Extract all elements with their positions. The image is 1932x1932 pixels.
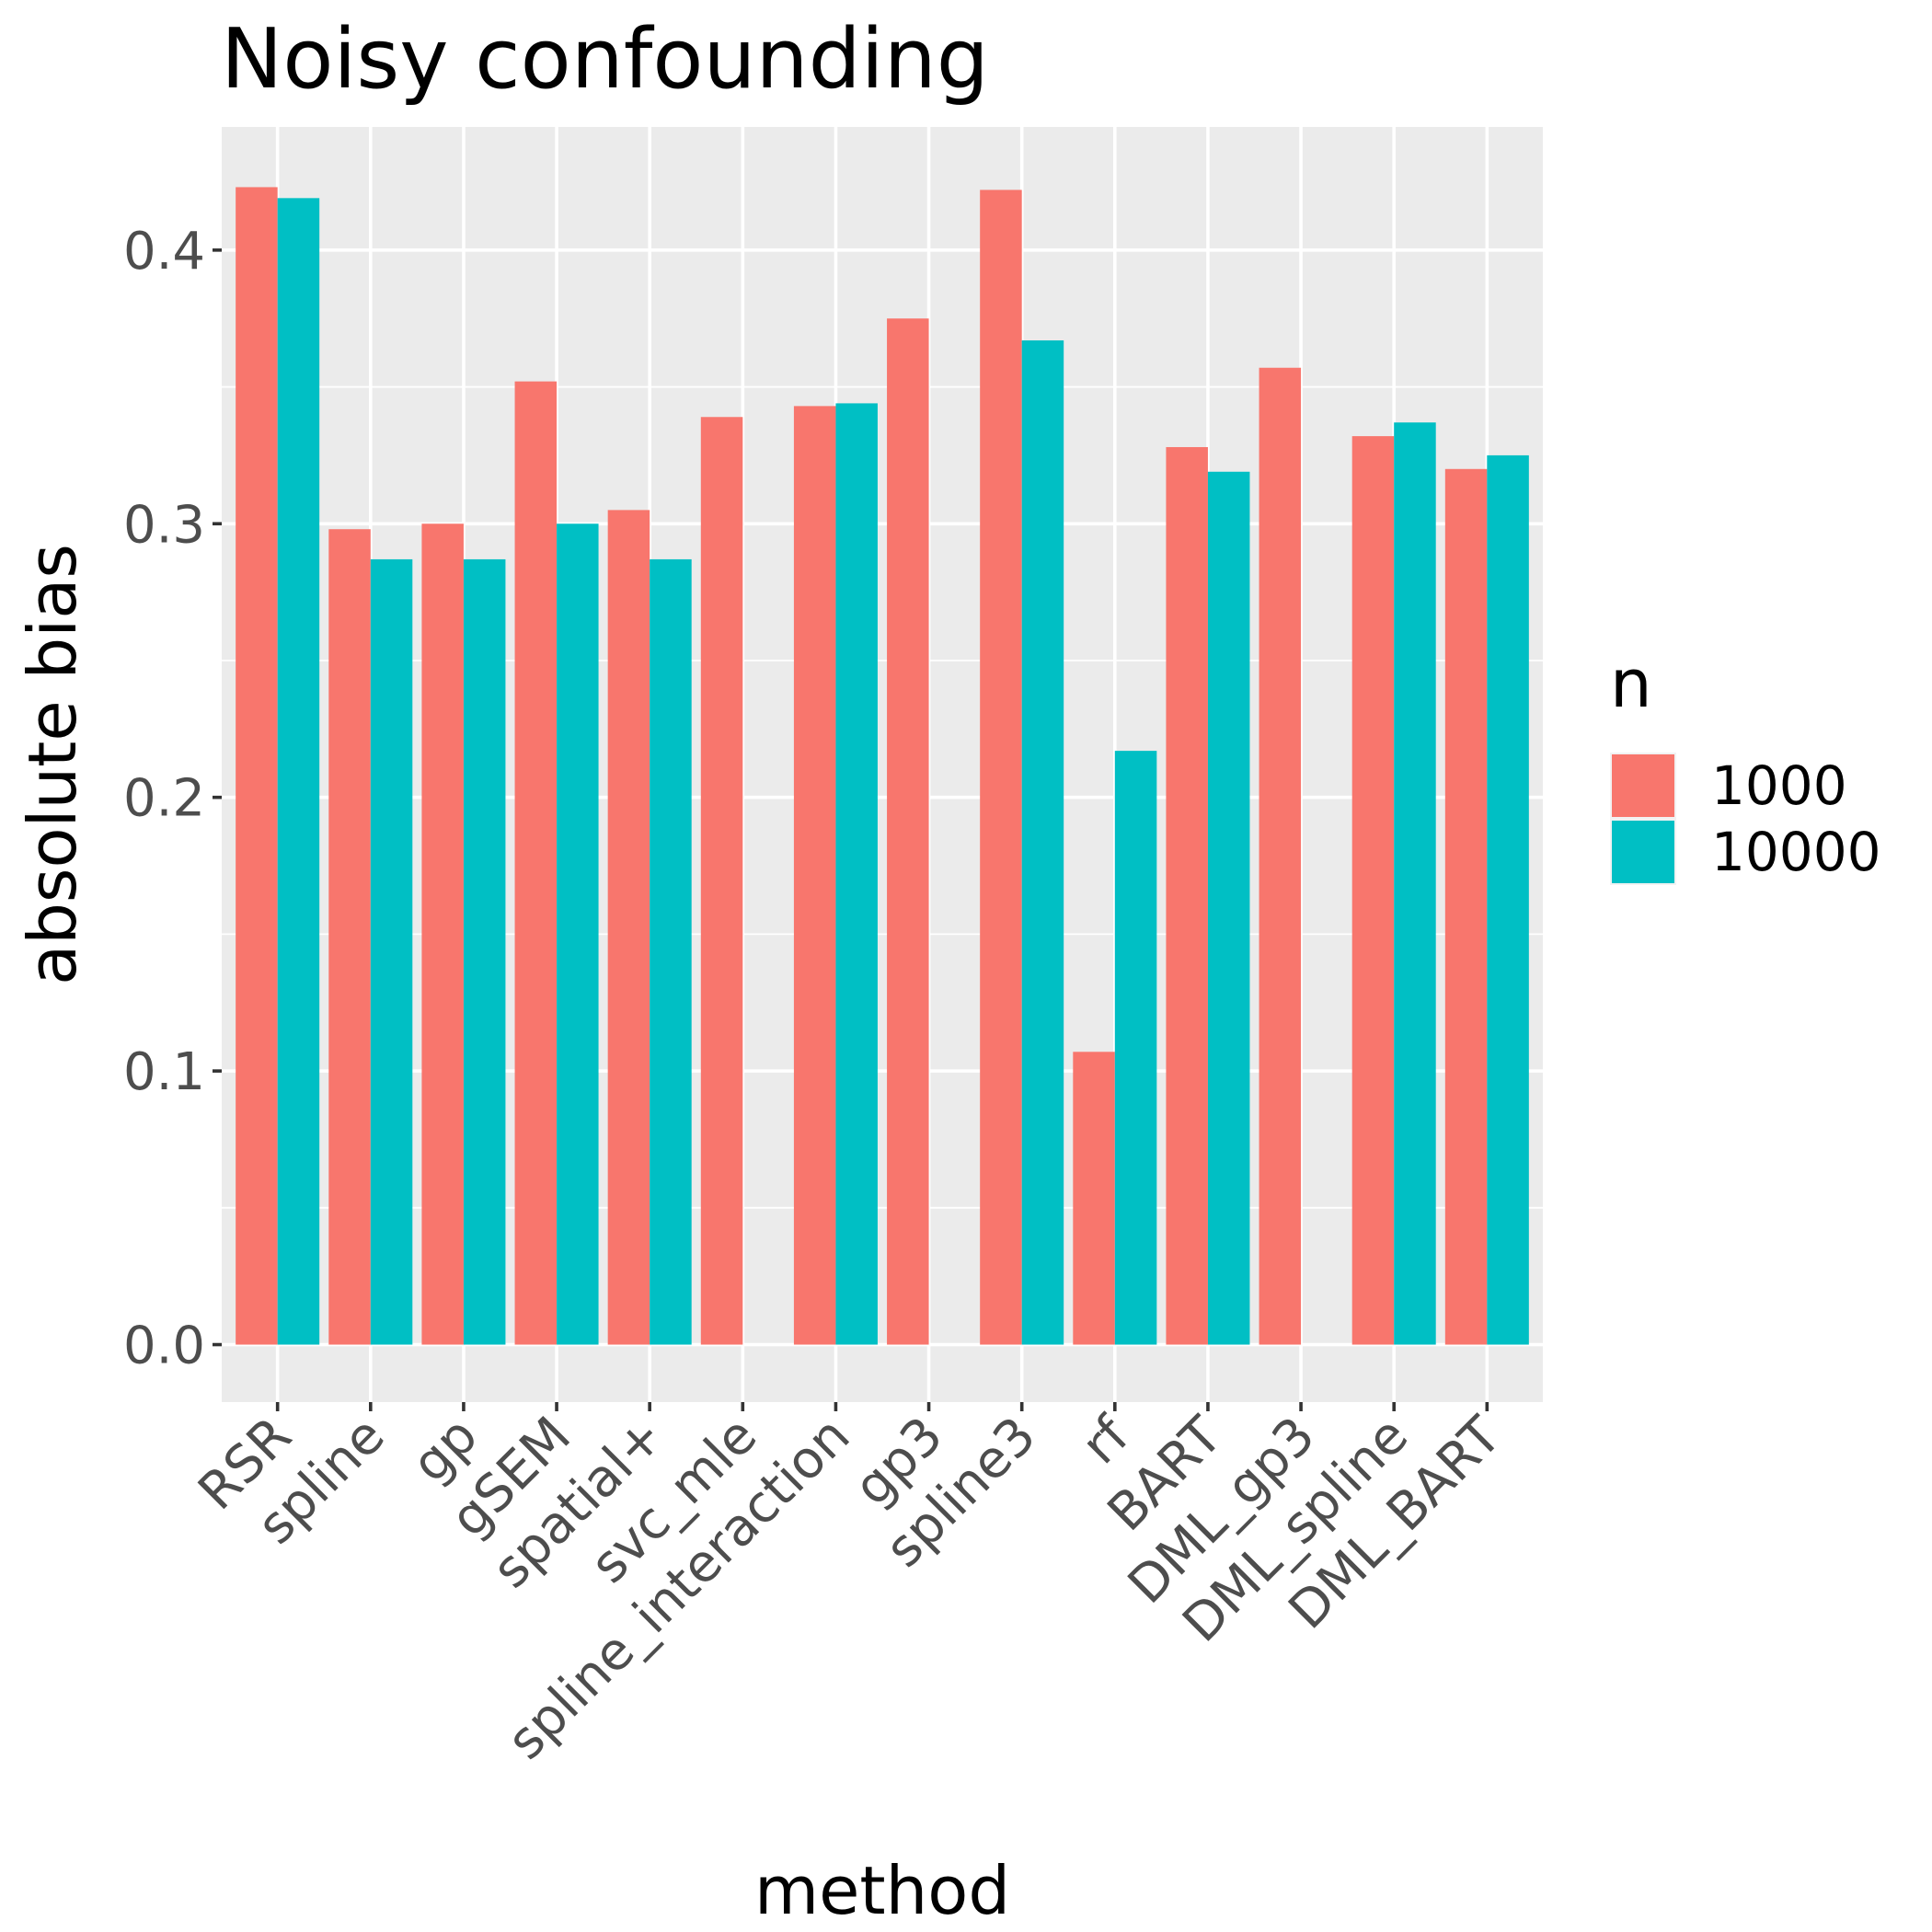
bar (1114, 751, 1157, 1345)
y-tick-label: 0.4 (123, 222, 205, 282)
bar (1073, 1052, 1115, 1345)
y-tick-label: 0.3 (123, 495, 205, 555)
bar (1394, 422, 1436, 1345)
bar (700, 417, 743, 1345)
bar (1351, 436, 1395, 1345)
bar (835, 403, 878, 1345)
bar (980, 190, 1022, 1345)
bar (1021, 339, 1064, 1345)
bar (1487, 454, 1529, 1345)
plot-panel (222, 127, 1543, 1402)
legend-swatch (1612, 754, 1674, 817)
legend-swatch (1612, 821, 1674, 883)
bar (607, 510, 650, 1345)
y-tick-label: 0.0 (123, 1317, 205, 1376)
bar (514, 381, 558, 1345)
bar (328, 529, 371, 1345)
bar (370, 558, 413, 1345)
bars (236, 187, 1529, 1345)
bar (421, 523, 464, 1345)
bar (887, 318, 929, 1345)
bar (1259, 367, 1302, 1345)
chart-title: Noisy confounding (221, 11, 989, 108)
bar (463, 558, 506, 1345)
y-tick-label: 0.2 (123, 769, 205, 829)
bar (650, 558, 692, 1345)
legend-label: 1000 (1711, 754, 1847, 817)
bar (1444, 468, 1488, 1345)
bar (793, 406, 836, 1345)
legend-label: 10000 (1711, 821, 1881, 883)
bar (557, 523, 599, 1345)
bar (277, 198, 320, 1345)
y-axis-title: absolute bias (14, 544, 91, 985)
legend-title: n (1610, 645, 1652, 722)
x-axis-title: method (754, 1852, 1010, 1929)
y-axis: 0.0 0.1 0.2 0.3 0.4 (123, 222, 222, 1376)
bar (1207, 471, 1250, 1345)
bar (1166, 446, 1208, 1345)
y-tick-label: 0.1 (123, 1042, 205, 1102)
bar (236, 187, 278, 1345)
